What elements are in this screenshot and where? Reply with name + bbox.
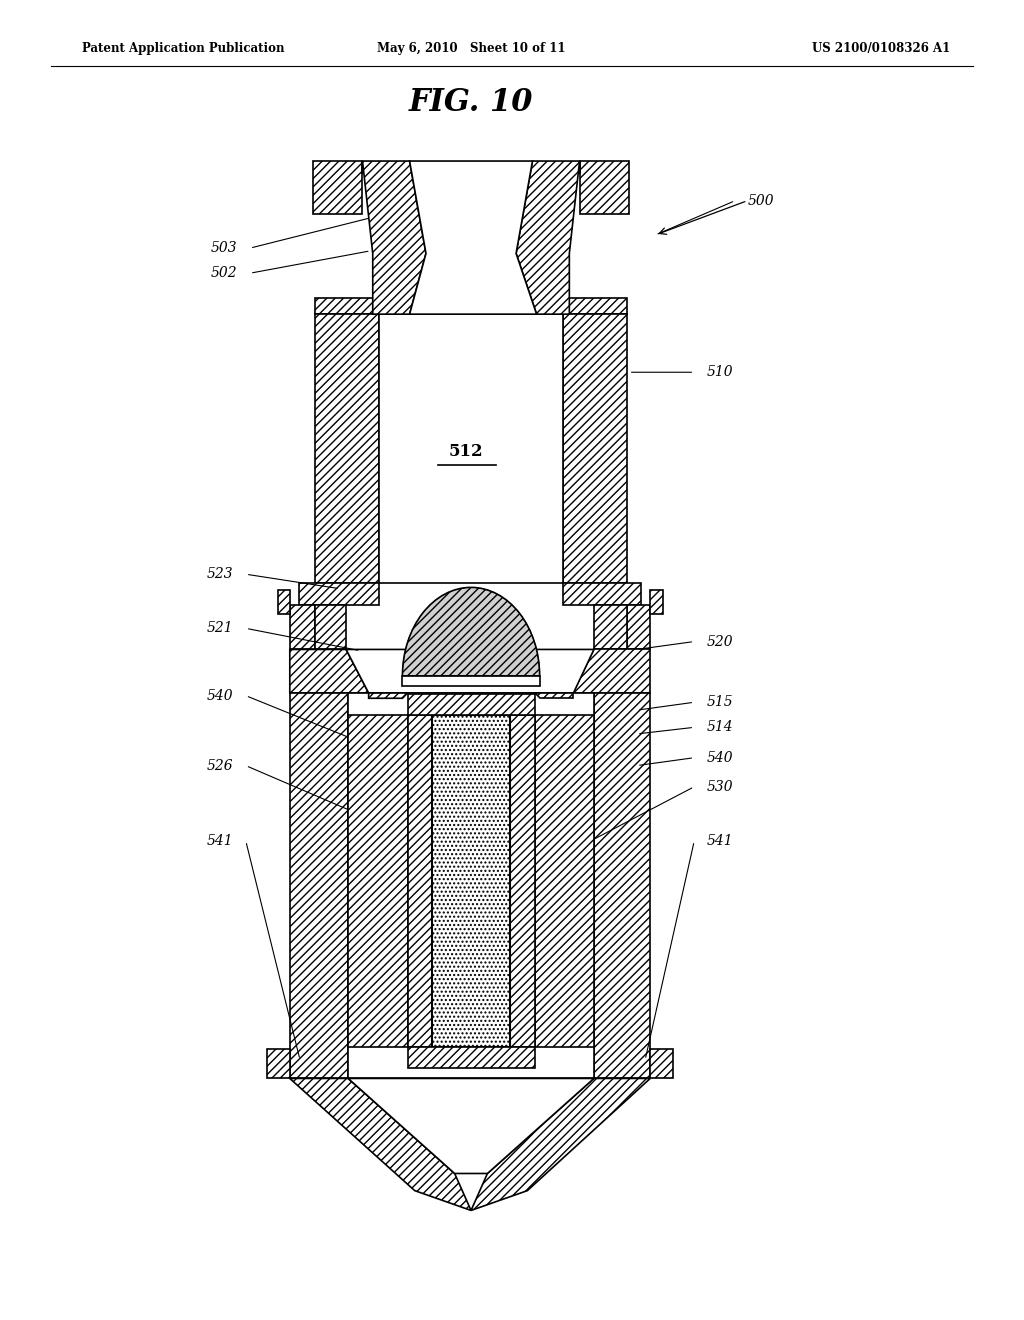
Polygon shape [402, 676, 540, 686]
Text: 512: 512 [449, 444, 483, 459]
Polygon shape [573, 649, 650, 693]
Text: FIG. 10: FIG. 10 [409, 87, 534, 119]
Polygon shape [315, 605, 346, 649]
Text: 540: 540 [707, 751, 733, 764]
Polygon shape [650, 1049, 673, 1078]
Text: 541: 541 [207, 834, 233, 847]
Polygon shape [346, 649, 594, 693]
Polygon shape [563, 583, 641, 605]
Polygon shape [369, 693, 408, 698]
Polygon shape [563, 314, 627, 583]
Text: US 2100/0108326 A1: US 2100/0108326 A1 [811, 42, 950, 55]
Polygon shape [535, 715, 594, 1047]
Bar [432, 715, 510, 1047]
Polygon shape [408, 694, 535, 715]
Polygon shape [580, 161, 629, 214]
Text: 520: 520 [707, 635, 733, 648]
Polygon shape [471, 1078, 650, 1210]
Polygon shape [315, 314, 379, 583]
Text: 502: 502 [211, 267, 238, 280]
Text: 526: 526 [207, 759, 233, 772]
Text: 510: 510 [707, 366, 733, 379]
Polygon shape [535, 693, 573, 698]
Text: Patent Application Publication: Patent Application Publication [82, 42, 285, 55]
Text: 530: 530 [707, 780, 733, 793]
Polygon shape [510, 715, 535, 1047]
Polygon shape [569, 298, 627, 314]
Polygon shape [348, 715, 408, 1047]
Polygon shape [627, 605, 650, 649]
Polygon shape [408, 1047, 535, 1068]
Polygon shape [379, 314, 563, 583]
Polygon shape [313, 161, 362, 214]
Polygon shape [290, 693, 348, 1078]
Polygon shape [290, 649, 369, 693]
Wedge shape [402, 587, 540, 676]
Polygon shape [278, 590, 290, 614]
Text: May 6, 2010   Sheet 10 of 11: May 6, 2010 Sheet 10 of 11 [377, 42, 565, 55]
Polygon shape [362, 161, 426, 314]
Text: 521: 521 [207, 622, 233, 635]
Text: 540: 540 [207, 689, 233, 702]
Text: 515: 515 [707, 696, 733, 709]
Polygon shape [290, 605, 315, 649]
Text: 514: 514 [707, 721, 733, 734]
Text: 523: 523 [207, 568, 233, 581]
Polygon shape [594, 605, 627, 649]
Polygon shape [410, 161, 537, 314]
Polygon shape [299, 583, 379, 605]
Polygon shape [408, 715, 432, 1047]
Text: 500: 500 [748, 194, 774, 207]
Polygon shape [650, 590, 663, 614]
Polygon shape [516, 161, 580, 314]
Polygon shape [315, 298, 373, 314]
Polygon shape [290, 1078, 471, 1210]
Text: 503: 503 [211, 242, 238, 255]
Polygon shape [267, 1049, 290, 1078]
Polygon shape [348, 1078, 594, 1173]
Text: 541: 541 [707, 834, 733, 847]
Polygon shape [348, 693, 594, 1078]
Polygon shape [594, 693, 650, 1078]
